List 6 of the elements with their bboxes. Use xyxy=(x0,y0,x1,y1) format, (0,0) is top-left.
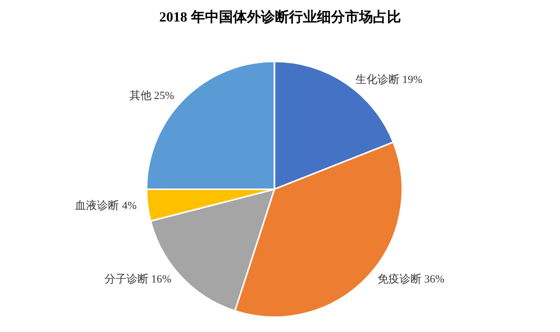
slice-label: 生化诊断 19% xyxy=(355,73,422,86)
slice-label: 血液诊断 4% xyxy=(75,198,137,212)
chart-title: 2018 年中国体外诊断行业细分市场占比 xyxy=(159,8,401,26)
slice-label: 免疫诊断 36% xyxy=(377,272,444,286)
slice-label: 分子诊断 16% xyxy=(104,272,172,286)
slice-label: 其他 25% xyxy=(129,89,174,102)
